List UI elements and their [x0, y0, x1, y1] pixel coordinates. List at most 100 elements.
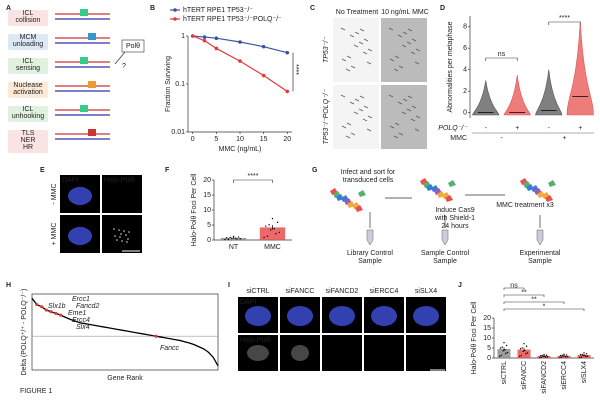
label: siFANCC	[286, 288, 315, 295]
dot	[538, 356, 541, 359]
chromosome	[358, 108, 364, 112]
series-line	[192, 35, 288, 92]
x-tick-label: NT	[229, 244, 239, 251]
x-tick-label: 0	[191, 136, 195, 143]
chromosome	[397, 34, 403, 38]
point	[285, 50, 290, 55]
bracket	[503, 294, 545, 297]
panel-letter: D	[440, 5, 445, 12]
dot	[521, 347, 523, 349]
focus	[113, 228, 115, 230]
protein	[88, 129, 96, 136]
label: siERCC4	[370, 288, 399, 295]
panel-letter: F	[165, 167, 170, 174]
protein	[80, 105, 88, 112]
focus	[120, 233, 122, 235]
micrograph	[333, 18, 379, 82]
label: - MMC	[51, 184, 58, 205]
gene-label: Slx1b	[48, 303, 66, 310]
protein	[80, 57, 88, 64]
violin	[472, 80, 500, 116]
y-tick-label: 15	[203, 192, 211, 199]
chromosome	[367, 48, 373, 52]
chromosome	[389, 125, 395, 129]
point	[202, 35, 207, 39]
chromosome	[363, 38, 369, 42]
chromosome	[354, 98, 360, 102]
chromosome	[414, 128, 420, 132]
chromosome	[406, 41, 412, 45]
legend-label: hTERT RPE1 TP53⁻/⁻POLQ⁻/⁻	[183, 16, 282, 23]
bar	[577, 355, 591, 358]
label: + MMC	[51, 223, 58, 246]
focus	[123, 230, 125, 232]
cell	[426, 184, 434, 191]
y-tick-label: 10	[483, 335, 491, 342]
x-tick-label: 20	[283, 136, 291, 143]
gene-point	[44, 308, 48, 312]
row-label: MMC	[450, 135, 467, 142]
label: activation	[13, 89, 43, 96]
tube	[441, 229, 449, 246]
bracket	[233, 179, 273, 183]
label: DAPI	[62, 177, 78, 184]
enzyme-box	[121, 39, 145, 53]
y-tick-label: 0.01	[171, 129, 185, 136]
label: 10 ng/mL MMC	[381, 9, 429, 16]
cell	[445, 195, 453, 202]
step-box	[8, 106, 48, 122]
dot	[543, 353, 545, 356]
micrograph	[333, 85, 379, 149]
dot	[506, 351, 509, 354]
dot	[498, 355, 501, 357]
step-box	[8, 130, 48, 153]
dot	[263, 236, 265, 239]
dot	[558, 356, 561, 359]
label: ?	[122, 63, 126, 70]
dot	[585, 353, 588, 355]
dot	[505, 344, 508, 347]
gene-point	[49, 310, 53, 314]
y-tick-label: 6	[463, 45, 467, 52]
x-axis-label: MMC (ng/mL)	[219, 146, 262, 153]
x-tick-label: MMC	[264, 244, 281, 251]
nucleus	[329, 306, 355, 326]
cell	[537, 191, 545, 198]
bracket	[485, 57, 518, 61]
arrow	[114, 51, 126, 65]
chromosome	[389, 58, 395, 62]
dot	[519, 348, 522, 350]
label: unhooking	[12, 113, 44, 120]
label: TP53⁻/⁻	[323, 36, 330, 63]
dot	[504, 349, 506, 351]
label: siCTRL	[246, 288, 269, 295]
dot	[581, 353, 583, 356]
dot	[518, 355, 521, 358]
label: Sample Control	[421, 250, 470, 257]
step-box	[8, 58, 48, 74]
y-tick-label: 8	[463, 24, 467, 31]
gene-label: Fancc	[160, 345, 180, 352]
label: Experimental	[520, 250, 561, 257]
y-axis-label: Delta (POLQ⁺/⁺ - POLQ⁻/⁻)	[21, 289, 28, 376]
sign: -	[500, 135, 503, 142]
tube	[536, 229, 544, 246]
cell	[358, 190, 366, 197]
gene-point	[154, 334, 158, 338]
label: unloading	[13, 41, 43, 48]
dot	[520, 354, 523, 357]
chromosome	[401, 44, 407, 48]
chromosome	[359, 95, 365, 99]
y-tick-label: 10	[203, 207, 211, 214]
label: ICL	[23, 10, 34, 17]
cell	[526, 184, 534, 191]
point	[214, 46, 219, 51]
nucleus	[245, 306, 271, 326]
label: Halo-Polθ	[240, 337, 271, 344]
dot	[545, 354, 548, 356]
y-tick-label: 5	[207, 222, 211, 229]
label: NER	[21, 137, 36, 144]
chromosome	[341, 125, 347, 129]
chromosome	[353, 111, 359, 115]
